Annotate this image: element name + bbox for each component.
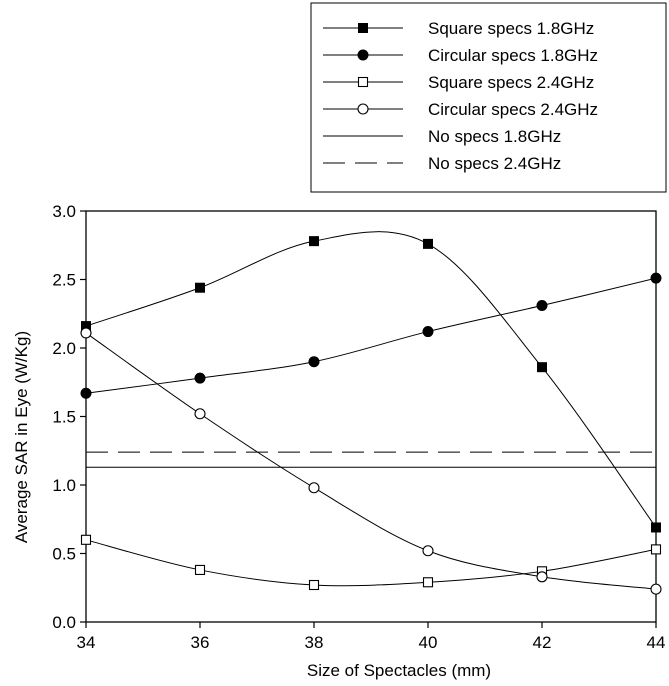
x-tick-label: 40 bbox=[419, 633, 438, 652]
data-point bbox=[422, 577, 434, 588]
x-tick-label: 42 bbox=[533, 633, 552, 652]
data-point bbox=[309, 236, 319, 247]
legend-label: Square specs 1.8GHz bbox=[428, 19, 594, 38]
series-line bbox=[85, 539, 657, 587]
y-tick-label: 0.5 bbox=[52, 545, 76, 564]
data-point bbox=[80, 387, 92, 399]
legend-label: Square specs 2.4GHz bbox=[428, 73, 594, 92]
data-point bbox=[80, 327, 92, 339]
data-point bbox=[651, 522, 661, 533]
data-point bbox=[194, 564, 206, 575]
x-tick-label: 38 bbox=[305, 633, 324, 652]
legend-marker bbox=[358, 23, 368, 33]
plot-area bbox=[85, 210, 657, 623]
y-tick-label: 3.0 bbox=[52, 202, 76, 221]
y-tick-label: 1.5 bbox=[52, 408, 76, 427]
axis-ticks: 34 36 38 40 42 44 0.0 0.5 1.0 1.5 2.0 2.5 3.0 bbox=[52, 202, 665, 652]
y-tick-label: 2.5 bbox=[52, 271, 76, 290]
legend-marker bbox=[357, 49, 369, 61]
y-axis-title: Average SAR in Eye (W/Kg) bbox=[12, 331, 31, 543]
data-point bbox=[537, 362, 547, 373]
data-point bbox=[308, 356, 320, 368]
data-point bbox=[194, 408, 206, 420]
legend-label: No specs 2.4GHz bbox=[428, 154, 561, 173]
data-point bbox=[536, 571, 548, 583]
x-tick-label: 36 bbox=[191, 633, 210, 652]
data-point bbox=[650, 272, 662, 284]
plot-frame bbox=[85, 210, 657, 623]
legend-label: Circular specs 2.4GHz bbox=[428, 100, 598, 119]
data-point bbox=[422, 326, 434, 338]
data-point bbox=[650, 583, 662, 595]
data-point bbox=[194, 372, 206, 384]
y-tick-label: 0.0 bbox=[52, 613, 76, 632]
legend-marker bbox=[357, 103, 369, 115]
data-point bbox=[195, 282, 205, 293]
series-line bbox=[85, 231, 657, 528]
data-point bbox=[308, 482, 320, 494]
x-tick-label: 44 bbox=[647, 633, 666, 652]
y-tick-label: 1.0 bbox=[52, 476, 76, 495]
x-tick-label: 34 bbox=[77, 633, 96, 652]
series-line bbox=[85, 277, 657, 394]
legend: Square specs 1.8GHz Circular specs 1.8GHz… bbox=[310, 2, 667, 193]
data-point bbox=[423, 238, 433, 249]
legend-label: Circular specs 1.8GHz bbox=[428, 46, 598, 65]
legend-label: No specs 1.8GHz bbox=[428, 127, 561, 146]
legend-box bbox=[310, 2, 667, 193]
series-layer bbox=[80, 231, 662, 595]
data-point bbox=[650, 544, 662, 555]
series-2 bbox=[80, 272, 662, 399]
y-tick-label: 2.0 bbox=[52, 339, 76, 358]
legend-marker bbox=[357, 76, 369, 88]
series-4 bbox=[80, 327, 662, 595]
series-line bbox=[85, 332, 657, 590]
data-point bbox=[80, 534, 92, 545]
data-point bbox=[308, 579, 320, 591]
data-point bbox=[536, 300, 548, 312]
data-point bbox=[422, 545, 434, 557]
series-1 bbox=[81, 231, 661, 533]
x-axis-title: Size of Spectacles (mm) bbox=[307, 661, 491, 680]
